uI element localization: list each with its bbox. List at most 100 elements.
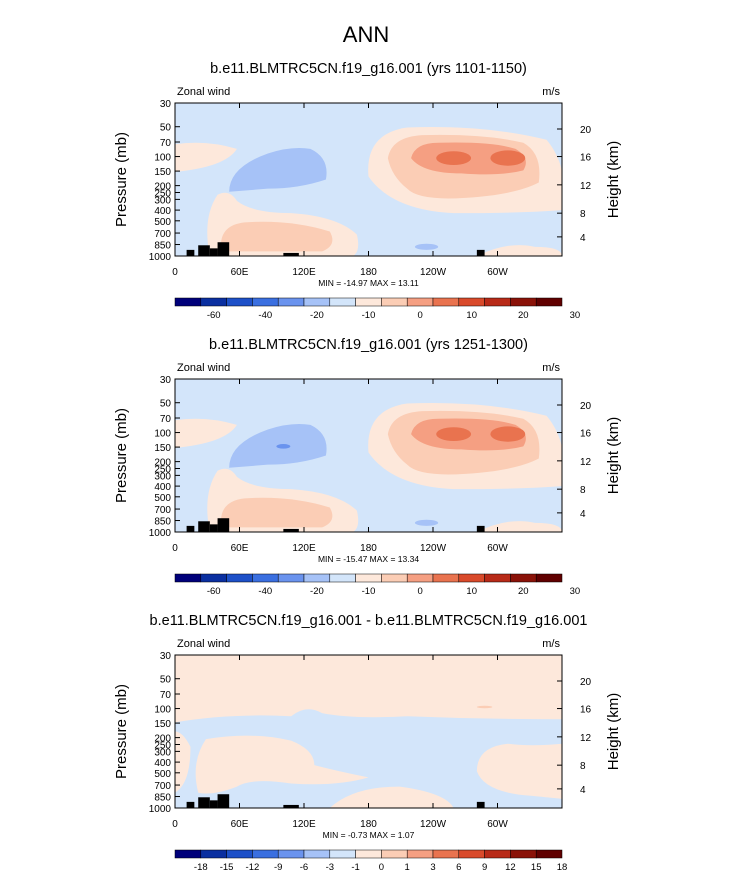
y2-tick-label: 20 [580, 125, 592, 136]
colorbar-label: -6 [300, 862, 308, 873]
colorbar-segment [355, 849, 382, 859]
min-max-stats: MIN = -15.47 MAX = 13.34 [318, 554, 419, 564]
contour-field [175, 379, 562, 532]
x-tick-label: 0 [172, 819, 178, 830]
y-tick-label: 850 [154, 793, 171, 804]
y-tick-label: 70 [160, 414, 172, 425]
colorbar-label: 30 [570, 586, 581, 597]
contour-region [175, 418, 237, 448]
contour-region [276, 444, 291, 449]
x-tick-label: 60E [231, 543, 249, 554]
y-axis-title: Pressure (mb) [113, 132, 130, 227]
x-tick-label: 180 [360, 267, 377, 278]
y-tick-label: 1000 [149, 252, 172, 263]
panel-title: b.e11.BLMTRC5CN.f19_g16.001 (yrs 1251-13… [209, 337, 528, 353]
colorbar-segment [458, 849, 485, 859]
colorbar-segment [381, 849, 408, 859]
y2-axis-title: Height (km) [605, 417, 622, 495]
topography-bar [476, 249, 485, 256]
contour-region [436, 427, 472, 441]
y-tick-label: 30 [160, 375, 172, 386]
right-label: m/s [542, 638, 560, 650]
colorbar-segment [277, 297, 305, 307]
colorbar-segment [432, 573, 460, 583]
y-tick-label: 100 [154, 153, 171, 164]
main-title: ANN [343, 22, 389, 47]
y-tick-label: 500 [154, 493, 171, 504]
y-tick-label: 30 [160, 99, 172, 110]
colorbar-label: 20 [518, 310, 529, 321]
contour-field [175, 655, 562, 808]
contour-region [490, 150, 526, 166]
colorbar-label: -10 [362, 586, 376, 597]
colorbar-segment [277, 849, 305, 859]
colorbar-label: -15 [220, 862, 234, 873]
x-tick-label: 180 [360, 819, 377, 830]
colorbar-label: -40 [258, 586, 272, 597]
y-tick-label: 50 [160, 675, 172, 686]
y-tick-label: 250 [154, 741, 171, 752]
colorbar-segment [303, 297, 331, 307]
colorbar-segment [226, 573, 253, 583]
y-tick-label: 50 [160, 399, 172, 410]
colorbar-segment [484, 849, 511, 859]
y2-tick-label: 8 [580, 485, 586, 496]
colorbar-label: 12 [505, 862, 516, 873]
colorbar-label: 15 [531, 862, 542, 873]
colorbar-segment [174, 849, 202, 859]
min-max-stats: MIN = -14.97 MAX = 13.11 [318, 278, 419, 288]
contour-region [175, 709, 562, 808]
y2-tick-label: 4 [580, 509, 586, 520]
contour-region [175, 142, 237, 172]
topography-bar [186, 801, 195, 808]
y-tick-label: 850 [154, 241, 171, 252]
colorbar-label: 10 [466, 310, 477, 321]
x-tick-label: 120E [292, 819, 316, 830]
y-tick-label: 850 [154, 517, 171, 528]
colorbar-segment [381, 297, 408, 307]
contour-region [436, 151, 472, 165]
y-tick-label: 250 [154, 465, 171, 476]
colorbar-segment [277, 573, 305, 583]
y2-tick-label: 8 [580, 209, 586, 220]
y-tick-label: 100 [154, 705, 171, 716]
y-tick-label: 1000 [149, 528, 172, 539]
colorbar-segment [329, 573, 356, 583]
colorbar-segment [535, 849, 563, 859]
y2-tick-label: 8 [580, 761, 586, 772]
contour-region [220, 497, 333, 528]
colorbar-label: -40 [258, 310, 272, 321]
y-tick-label: 1000 [149, 804, 172, 815]
colorbar-label: 6 [456, 862, 461, 873]
panel-3: b.e11.BLMTRC5CN.f19_g16.001 - b.e11.BLMT… [113, 613, 622, 873]
topography-bar [283, 528, 299, 532]
colorbar-label: 30 [570, 310, 581, 321]
y2-tick-label: 20 [580, 401, 592, 412]
colorbar-segment [510, 573, 537, 583]
colorbar-segment [535, 573, 563, 583]
colorbar-segment [226, 297, 253, 307]
y-tick-label: 50 [160, 123, 172, 134]
colorbar-segment [329, 297, 356, 307]
colorbar-segment [252, 297, 279, 307]
y2-tick-label: 4 [580, 233, 586, 244]
y2-tick-label: 16 [580, 153, 592, 164]
y-tick-label: 700 [154, 505, 171, 516]
y-tick-label: 150 [154, 719, 171, 730]
contour-region [414, 519, 439, 526]
y2-tick-label: 12 [580, 733, 592, 744]
colorbar-label: 20 [518, 586, 529, 597]
colorbar-segment [226, 849, 253, 859]
topography-bar [283, 252, 299, 256]
x-tick-label: 0 [172, 543, 178, 554]
y2-tick-label: 4 [580, 785, 586, 796]
x-tick-label: 120W [420, 267, 447, 278]
contour-region [220, 221, 333, 252]
y2-tick-label: 20 [580, 677, 592, 688]
x-tick-label: 60E [231, 819, 249, 830]
topography-bar [209, 248, 218, 256]
x-tick-label: 120E [292, 543, 316, 554]
left-label: Zonal wind [177, 362, 230, 374]
contour-region [476, 521, 562, 532]
y2-axis-title: Height (km) [605, 693, 622, 771]
